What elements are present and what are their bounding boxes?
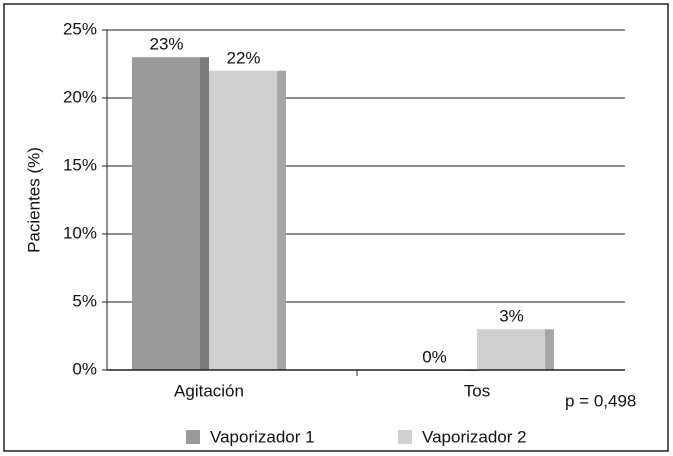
y-tick-label: 0%: [72, 359, 97, 378]
legend-swatch: [186, 430, 200, 444]
bar-side: [545, 329, 554, 370]
y-axis-label: Pacientes (%): [24, 147, 43, 253]
chart-border: [3, 3, 669, 452]
data-label: 3%: [499, 307, 524, 326]
x-tick-label: Tos: [464, 381, 490, 400]
bar: [209, 70, 277, 371]
bar: [477, 329, 545, 370]
bar-side: [200, 57, 209, 370]
legend-swatch: [398, 430, 412, 444]
legend-label: Vaporizador 2: [422, 427, 527, 446]
bar-side: [277, 70, 286, 371]
legend-label: Vaporizador 1: [210, 427, 315, 446]
y-tick-label: 15%: [63, 155, 97, 174]
data-label: 22%: [226, 48, 260, 67]
bar: [132, 57, 200, 370]
x-tick-label: Agitación: [174, 381, 244, 400]
y-tick-label: 5%: [72, 291, 97, 310]
y-tick-label: 25%: [63, 19, 97, 38]
data-label: 0%: [422, 347, 447, 366]
y-tick-label: 20%: [63, 87, 97, 106]
y-tick-label: 10%: [63, 223, 97, 242]
annotation: p = 0,498: [565, 391, 636, 410]
data-label: 23%: [149, 35, 183, 54]
